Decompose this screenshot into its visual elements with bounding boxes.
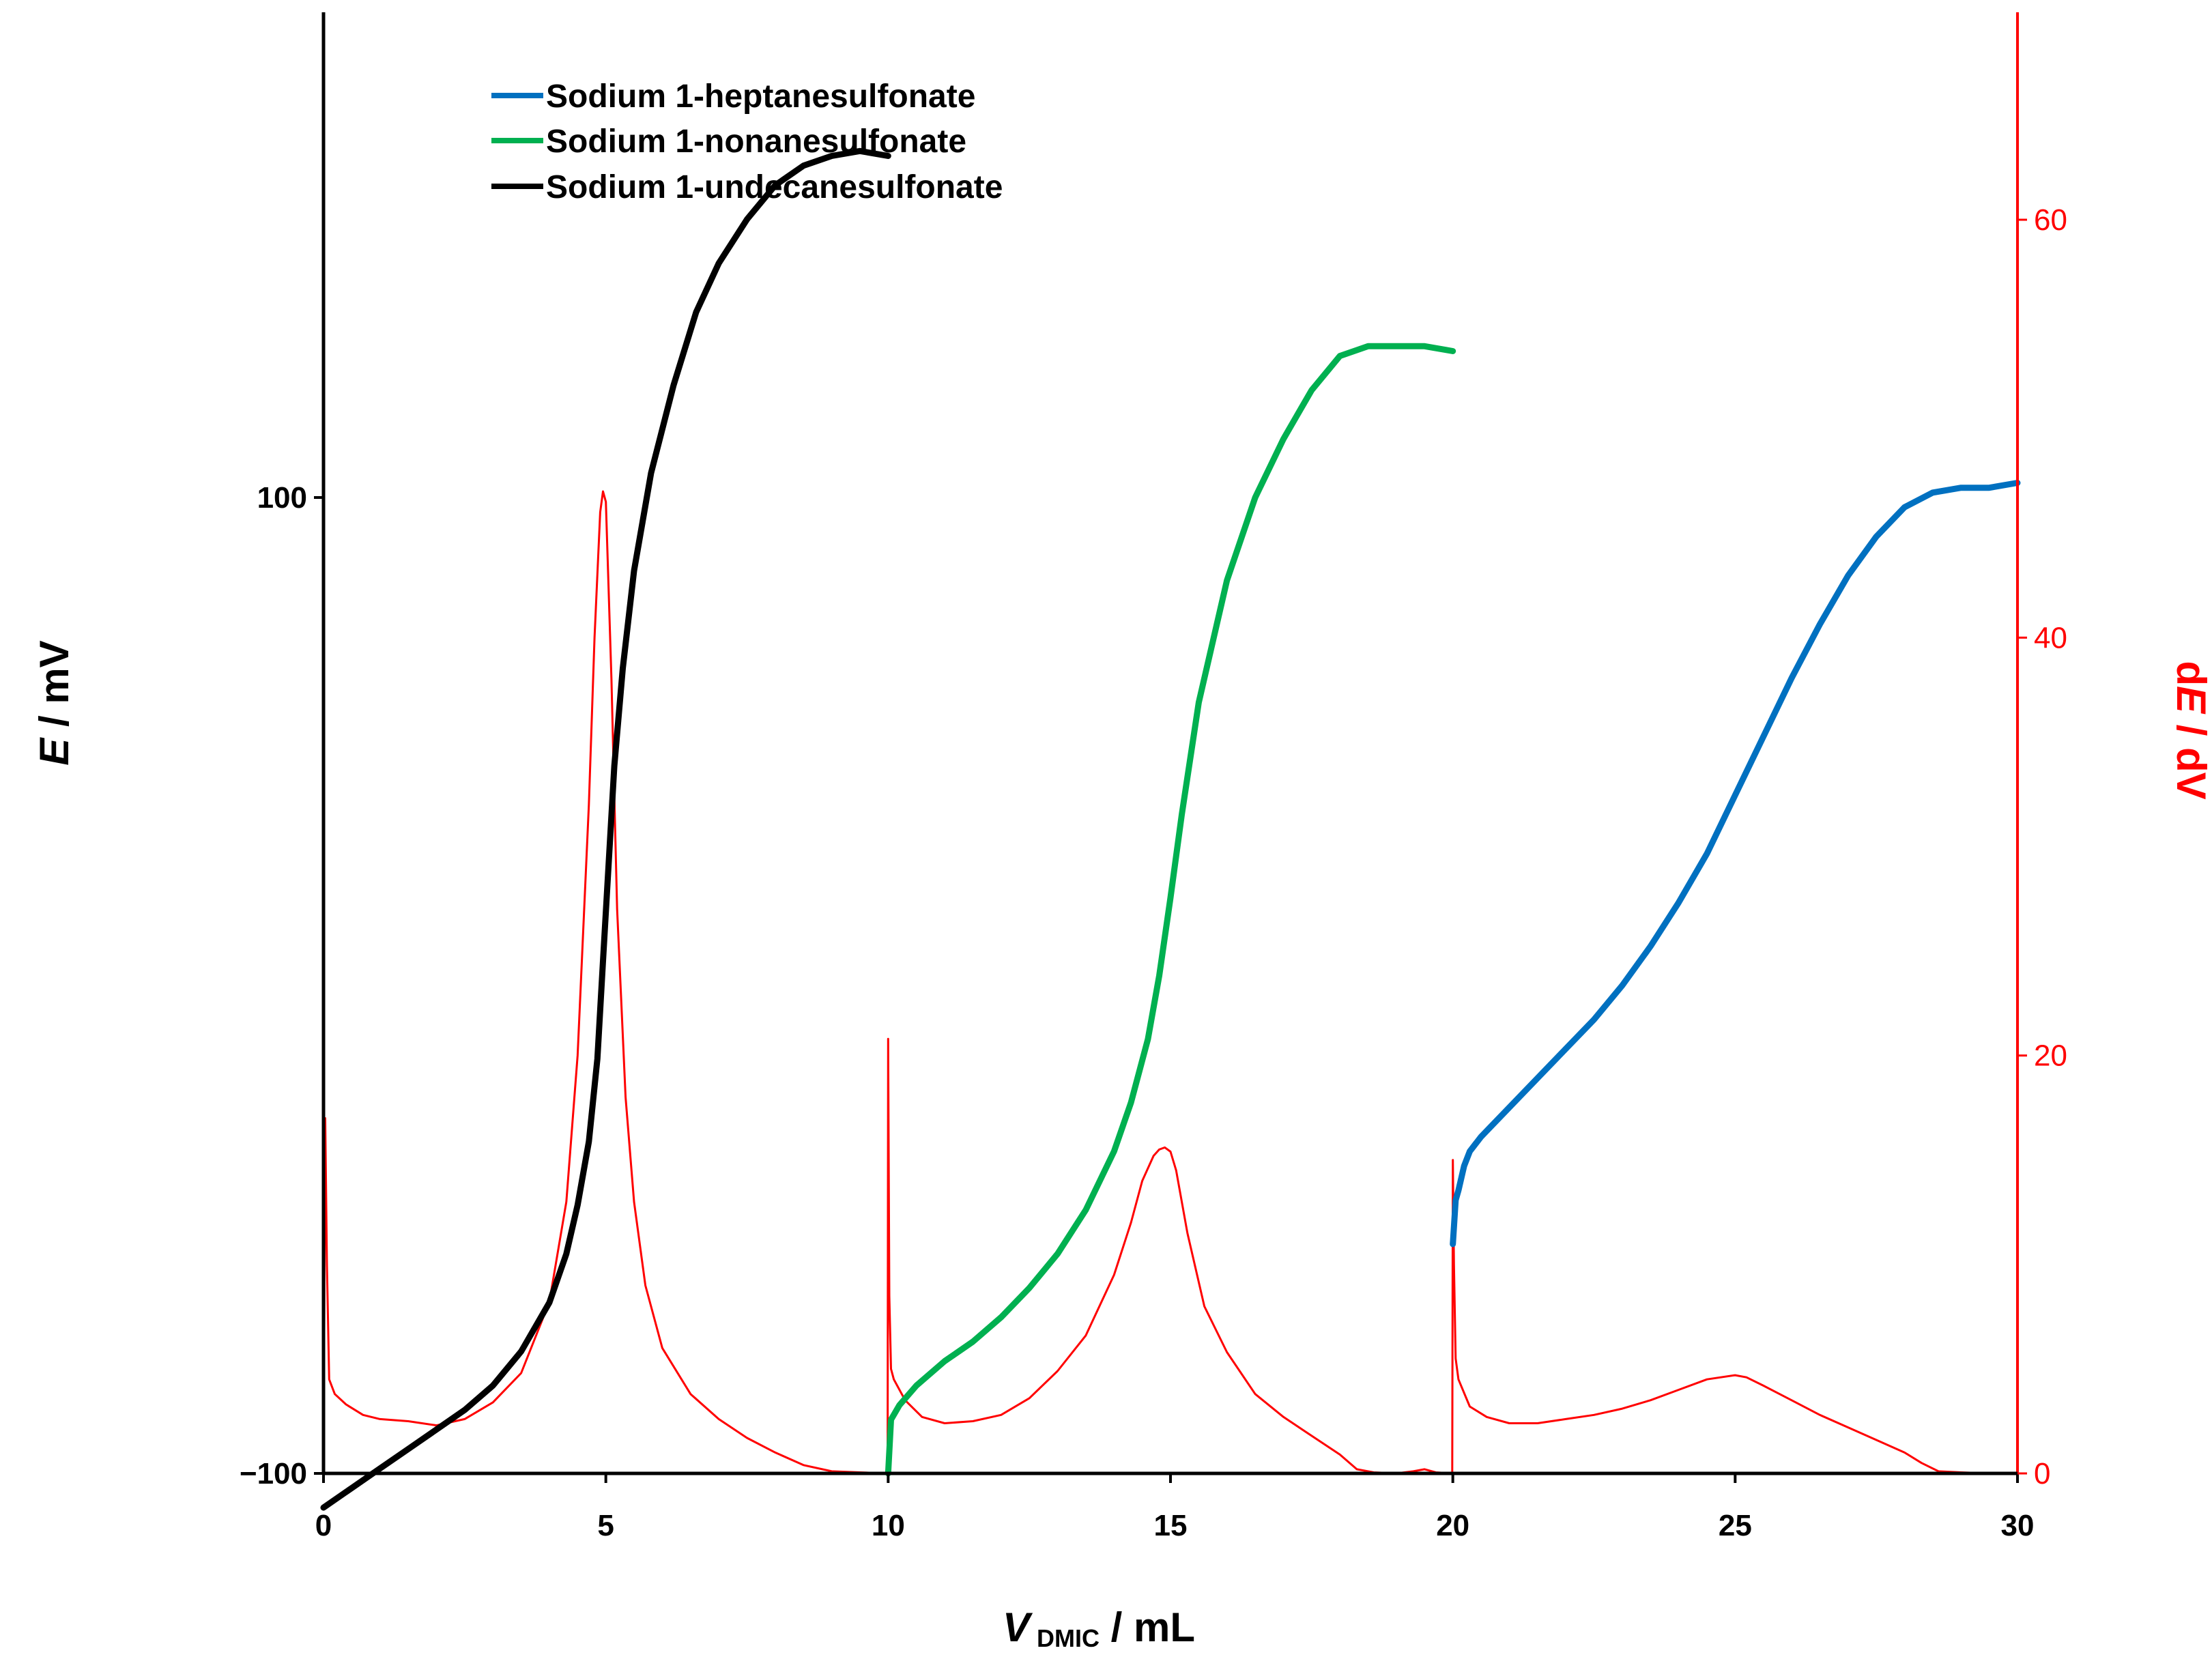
x-axis-title-subscript: DMIC [1037,1624,1100,1652]
y-axis-title-left-symbol: E [31,737,77,766]
x-axis-title-unit: / mL [1100,1604,1195,1650]
y-right-tick-label: 0 [2034,1457,2050,1490]
x-axis-title-symbol: V [1003,1604,1033,1650]
y-axis-title-left-unit: / mV [31,640,77,738]
legend-label-undecane: Sodium 1-undecanesulfonate [546,169,1003,205]
x-tick-label: 5 [597,1509,614,1542]
y-axis-title-right-prefix: d [2168,661,2212,686]
y-right-tick-label: 20 [2034,1039,2067,1073]
series-line-sodium-1-nonanesulfonate [885,343,1456,1477]
y-axis-title-left: E / mV [31,640,77,765]
y-right-tick-label: 40 [2034,621,2067,654]
x-tick-label: 0 [315,1509,332,1542]
legend-label-nonane: Sodium 1-nonanesulfonate [546,124,966,160]
series-line-sodium-1-heptanesulfonate [1450,480,2021,1248]
y-axis-title-right-symbol: E [2168,686,2212,715]
legend: Sodium 1-heptanesulfonate Sodium 1-nonan… [491,78,1003,205]
y-axis-title-right-suffix: / dV [2168,713,2212,800]
series-line-de-dv [322,490,2019,1475]
y-left-tick-label: −100 [240,1457,307,1490]
x-tick-label: 30 [2001,1509,2035,1542]
legend-label-heptane: Sodium 1-heptanesulfonate [546,78,975,115]
y-left-tick-label: 100 [257,481,307,515]
y-right-tick-label: 60 [2034,203,2067,237]
x-axis-title: V DMIC / mL [1003,1604,1195,1652]
x-tick-label: 10 [872,1509,905,1542]
series-line-sodium-1-undecanesulfonate [320,147,891,1511]
x-tick-label: 20 [1436,1509,1469,1542]
x-tick-label: 25 [1719,1509,1752,1542]
y-axis-title-right: dE / dV [2168,661,2212,799]
x-tick-label: 15 [1154,1509,1188,1542]
